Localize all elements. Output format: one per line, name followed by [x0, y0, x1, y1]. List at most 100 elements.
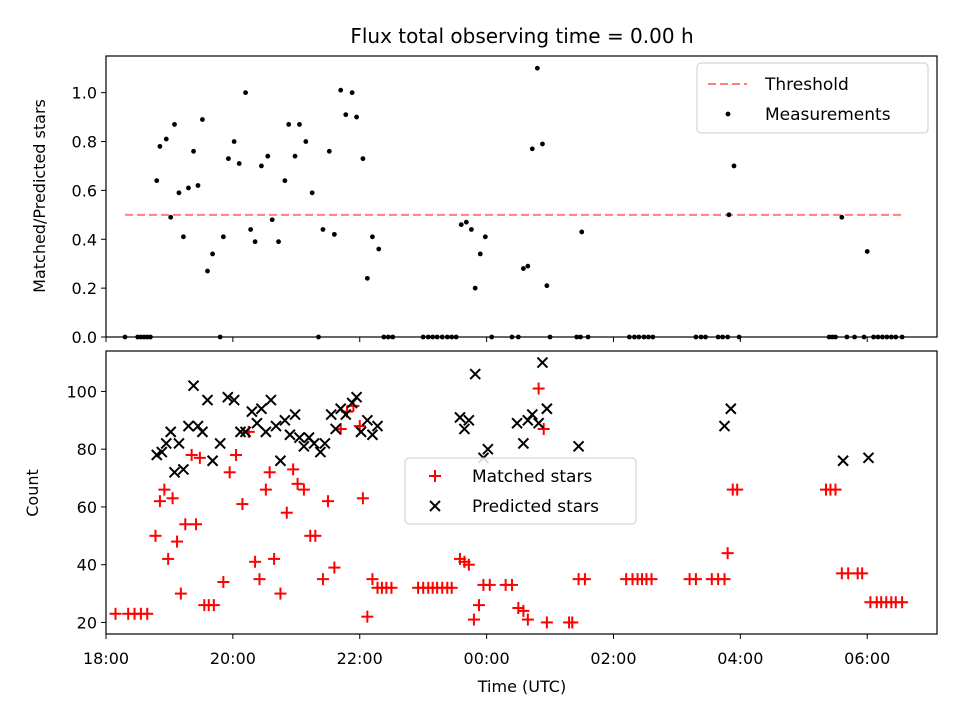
measurement-point — [276, 239, 281, 245]
matched-star-point — [174, 587, 187, 600]
matched-star-point — [179, 518, 192, 531]
measurement-point — [154, 178, 160, 184]
predicted-star-point — [329, 423, 342, 435]
matched-star-point — [356, 492, 369, 505]
top-panel: Flux total observing time = 0.00 h Match… — [30, 24, 938, 347]
predicted-star-point — [182, 420, 195, 432]
x-tick-label: 00:00 — [464, 649, 510, 668]
x-tick-label: 20:00 — [210, 649, 256, 668]
predicted-star-point — [255, 403, 268, 415]
measurement-point — [176, 190, 182, 196]
matched-star-point — [505, 578, 518, 591]
measurement-point — [463, 219, 469, 225]
matched-star-point — [287, 463, 300, 476]
predicted-star-point — [177, 463, 190, 476]
predicted-star-point — [517, 437, 530, 450]
matched-star-point — [566, 616, 579, 629]
measurement-point — [168, 214, 174, 220]
measurement-point — [269, 217, 275, 223]
x-tick-label: 22:00 — [337, 649, 383, 668]
matched-star-point — [297, 483, 310, 496]
matched-star-point — [291, 477, 304, 490]
measurement-point — [157, 144, 163, 149]
top-y-ticks: 0.0 0.2 0.4 0.6 0.8 1.0 — [72, 84, 106, 347]
measurement-point — [864, 249, 870, 254]
matched-star-point — [517, 604, 530, 617]
x-tick-label: 04:00 — [717, 649, 763, 668]
predicted-star-point — [319, 437, 331, 450]
top-y-tick-label: 0.0 — [72, 328, 97, 347]
predicted-star-point — [308, 437, 320, 450]
measurement-point — [529, 146, 535, 152]
predicted-star-point — [482, 443, 494, 455]
bottom-y-ticks: 20 40 60 80 100 — [66, 382, 106, 632]
matched-star-point — [483, 578, 496, 591]
predicted-star-point — [187, 379, 200, 392]
matched-star-point — [141, 607, 154, 620]
predicted-star-point — [511, 417, 523, 429]
predicted-star-point — [298, 440, 310, 453]
matched-star-point — [645, 573, 658, 586]
measurement-point — [282, 178, 288, 184]
bottom-plot-area — [109, 356, 909, 629]
predicted-star-point — [355, 426, 367, 438]
predicted-star-point — [156, 446, 168, 458]
predicted-star-point — [160, 437, 172, 450]
matched-star-point — [689, 573, 702, 586]
top-axes-frame — [105, 55, 938, 338]
legend-matched-label: Matched stars — [472, 467, 592, 487]
matched-star-point — [109, 607, 122, 620]
measurement-point — [195, 183, 201, 188]
measurement-point — [326, 148, 332, 154]
measurement-point — [477, 251, 483, 257]
bottom-axes-frame — [105, 350, 938, 635]
x-axis-label: Time (UTC) — [477, 677, 566, 696]
predicted-star-point — [536, 356, 549, 369]
bottom-y-tick-label: 80 — [77, 440, 97, 459]
top-y-tick-label: 0.6 — [72, 181, 97, 200]
predicted-star-point — [239, 426, 252, 438]
measurement-point — [472, 285, 478, 291]
predicted-star-point — [251, 417, 263, 429]
measurement-point — [579, 229, 585, 235]
matched-star-point — [223, 466, 236, 479]
measurement-point — [731, 163, 737, 169]
top-y-tick-label: 1.0 — [72, 84, 97, 103]
measurement-point — [521, 266, 526, 271]
predicted-star-point — [532, 417, 545, 429]
matched-star-point — [230, 448, 243, 461]
matched-star-point — [385, 581, 398, 594]
predicted-star-point — [289, 408, 301, 421]
matched-star-point — [521, 613, 534, 626]
measurement-point — [286, 122, 292, 127]
bottom-legend-box — [404, 457, 637, 525]
measurement-point — [303, 139, 309, 144]
matched-star-point — [366, 573, 379, 586]
legend-threshold-label: Threshold — [764, 75, 849, 95]
matched-star-point — [361, 610, 374, 623]
measurement-point — [259, 163, 264, 169]
matched-star-point — [162, 552, 175, 565]
measurement-point — [243, 90, 248, 96]
matched-star-point — [309, 529, 322, 542]
predicted-star-point — [164, 426, 177, 438]
predicted-star-point — [862, 452, 875, 464]
predicted-star-point — [454, 411, 466, 424]
bottom-x-ticks: 18:00 20:00 22:00 00:00 02:00 04:00 06:00 — [83, 634, 890, 668]
matched-star-point — [322, 495, 335, 508]
matched-star-point — [268, 552, 281, 565]
measurement-point — [349, 90, 355, 96]
measurement-point — [226, 156, 231, 162]
measurement-point — [458, 222, 464, 228]
predicted-star-point — [350, 391, 363, 403]
measurement-point — [839, 214, 845, 220]
top-y-tick-label: 0.8 — [72, 133, 97, 152]
measurement-point — [376, 246, 382, 252]
measurement-point — [236, 161, 242, 166]
predicted-star-point — [265, 394, 277, 406]
measurement-point — [726, 212, 732, 218]
predicted-star-point — [214, 437, 226, 450]
measurement-point — [544, 283, 550, 289]
matched-star-point — [190, 518, 203, 531]
legend-predicted-label: Predicted stars — [472, 497, 599, 517]
